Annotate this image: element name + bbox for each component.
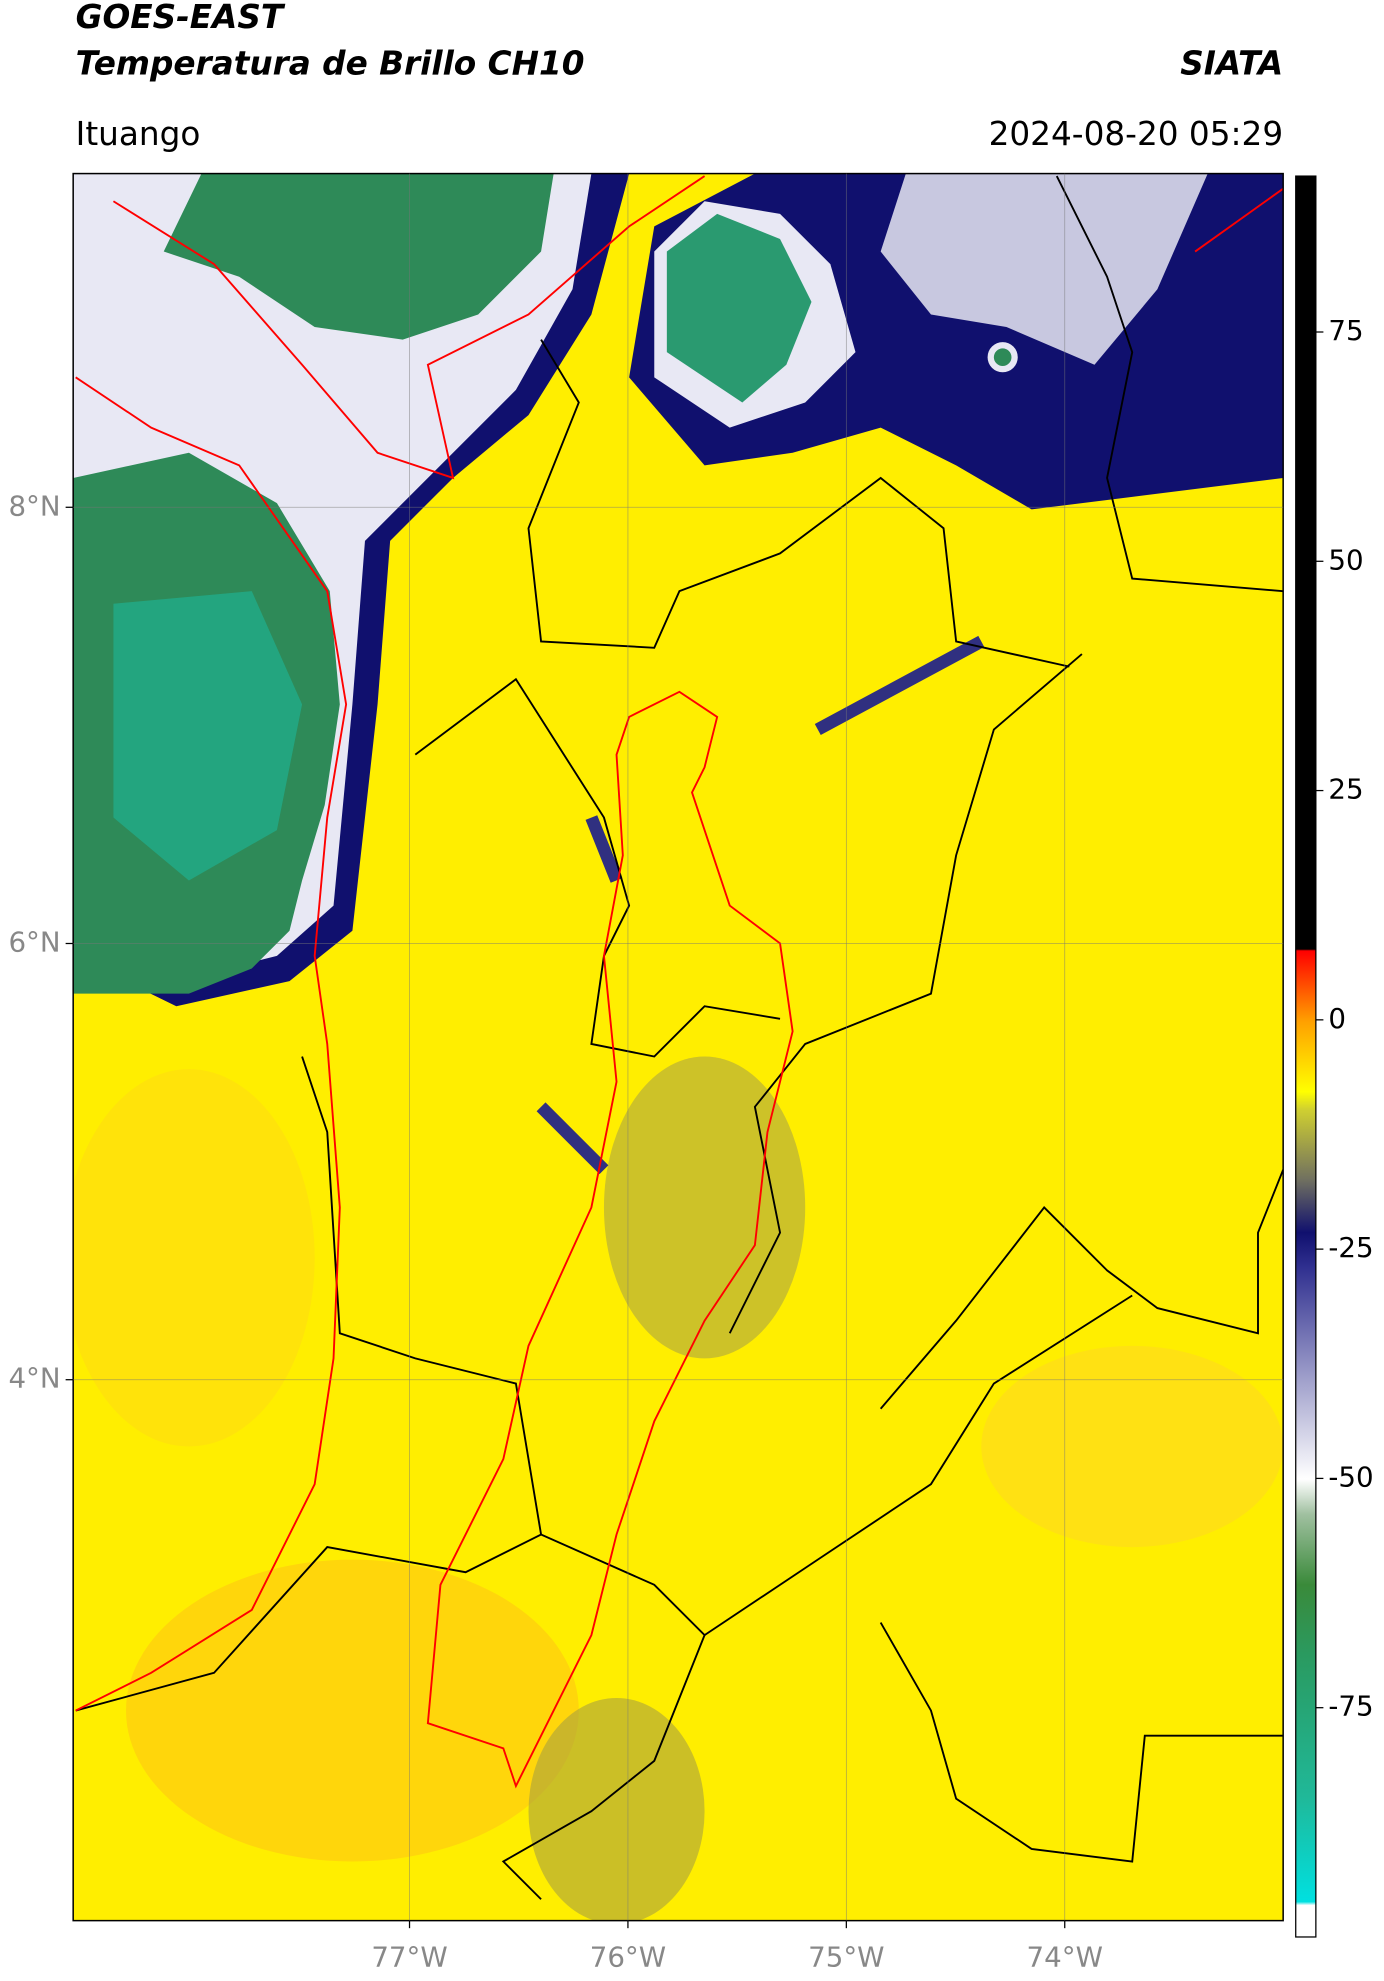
y-tick-label: 4°N — [8, 1362, 60, 1395]
colorbar-tick-label: -75 — [1328, 1690, 1373, 1723]
title: GOES-EAST — [76, 0, 286, 36]
x-tick-label: 74°W — [1027, 1940, 1103, 1973]
x-tick-label: 77°W — [371, 1940, 447, 1973]
colorbar-tick-label: -25 — [1328, 1231, 1373, 1264]
y-tick-label: 8°N — [8, 489, 60, 522]
map-image — [73, 173, 1284, 1921]
x-tick-label: 76°W — [590, 1940, 666, 1973]
subtitle: Temperatura de Brillo CH10 — [76, 44, 585, 82]
colorbar-tick-label: 0 — [1328, 1002, 1346, 1035]
x-tick-label: 75°W — [808, 1940, 884, 1973]
colorbar-tick-label: 25 — [1328, 773, 1363, 806]
timestamp: 2024-08-20 05:29 — [989, 115, 1284, 153]
colorbar-tick-label: 75 — [1328, 314, 1363, 347]
location: Ituango — [76, 115, 201, 153]
colorbar — [1295, 175, 1317, 1938]
credit: SIATA — [1180, 44, 1283, 82]
map-frame — [72, 172, 1284, 1922]
y-tick-label: 6°N — [8, 925, 60, 958]
colorbar-tick-label: -50 — [1328, 1460, 1373, 1493]
colorbar-tick-label: 50 — [1328, 543, 1363, 576]
